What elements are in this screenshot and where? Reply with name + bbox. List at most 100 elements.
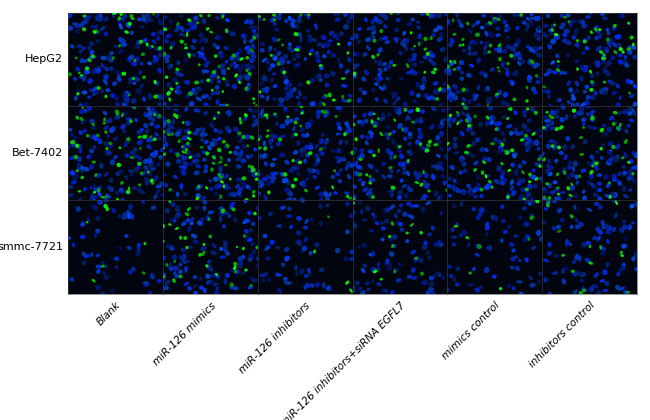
Ellipse shape bbox=[75, 144, 79, 147]
Ellipse shape bbox=[371, 26, 375, 30]
Ellipse shape bbox=[360, 149, 363, 153]
Ellipse shape bbox=[232, 54, 235, 57]
Ellipse shape bbox=[272, 16, 276, 19]
Ellipse shape bbox=[152, 108, 155, 113]
Ellipse shape bbox=[127, 211, 131, 215]
Ellipse shape bbox=[491, 215, 495, 219]
Ellipse shape bbox=[284, 110, 287, 112]
Ellipse shape bbox=[246, 69, 248, 71]
Ellipse shape bbox=[569, 89, 572, 92]
Ellipse shape bbox=[107, 55, 111, 59]
Ellipse shape bbox=[476, 21, 480, 24]
Ellipse shape bbox=[315, 186, 319, 189]
Ellipse shape bbox=[146, 129, 149, 133]
Ellipse shape bbox=[296, 272, 298, 275]
Ellipse shape bbox=[572, 91, 575, 95]
Ellipse shape bbox=[333, 34, 337, 38]
Ellipse shape bbox=[380, 117, 385, 121]
Ellipse shape bbox=[322, 283, 325, 288]
Ellipse shape bbox=[193, 159, 196, 163]
Ellipse shape bbox=[531, 107, 534, 112]
Ellipse shape bbox=[538, 129, 543, 132]
Ellipse shape bbox=[285, 160, 289, 164]
Ellipse shape bbox=[365, 282, 369, 285]
Ellipse shape bbox=[344, 133, 346, 136]
Ellipse shape bbox=[418, 26, 420, 29]
Ellipse shape bbox=[446, 189, 448, 192]
Ellipse shape bbox=[176, 153, 179, 157]
Ellipse shape bbox=[238, 132, 240, 134]
Ellipse shape bbox=[480, 188, 483, 191]
Ellipse shape bbox=[447, 71, 451, 75]
Ellipse shape bbox=[104, 199, 108, 202]
Ellipse shape bbox=[439, 274, 441, 276]
Ellipse shape bbox=[266, 176, 272, 179]
Ellipse shape bbox=[517, 39, 521, 43]
Ellipse shape bbox=[220, 195, 222, 198]
Ellipse shape bbox=[217, 80, 220, 83]
Ellipse shape bbox=[166, 162, 170, 165]
Ellipse shape bbox=[372, 32, 375, 34]
Ellipse shape bbox=[579, 137, 582, 139]
Ellipse shape bbox=[139, 71, 142, 74]
Ellipse shape bbox=[439, 131, 443, 136]
Ellipse shape bbox=[616, 155, 619, 158]
Ellipse shape bbox=[122, 199, 124, 201]
Ellipse shape bbox=[260, 95, 264, 97]
Ellipse shape bbox=[281, 68, 284, 72]
Ellipse shape bbox=[185, 47, 187, 49]
Ellipse shape bbox=[411, 71, 415, 74]
Ellipse shape bbox=[307, 268, 310, 273]
Ellipse shape bbox=[176, 130, 181, 133]
Ellipse shape bbox=[577, 255, 580, 260]
Ellipse shape bbox=[513, 48, 516, 52]
Ellipse shape bbox=[548, 242, 551, 247]
Ellipse shape bbox=[314, 250, 315, 253]
Ellipse shape bbox=[600, 51, 603, 53]
Ellipse shape bbox=[396, 18, 400, 21]
Ellipse shape bbox=[555, 128, 558, 130]
Ellipse shape bbox=[437, 197, 440, 199]
Ellipse shape bbox=[351, 37, 354, 40]
Ellipse shape bbox=[510, 55, 513, 57]
Ellipse shape bbox=[586, 241, 590, 245]
Ellipse shape bbox=[81, 222, 84, 226]
Ellipse shape bbox=[585, 259, 590, 262]
Ellipse shape bbox=[536, 200, 538, 202]
Ellipse shape bbox=[96, 40, 99, 42]
Ellipse shape bbox=[429, 282, 434, 286]
Ellipse shape bbox=[277, 52, 280, 55]
Ellipse shape bbox=[281, 155, 285, 157]
Ellipse shape bbox=[505, 68, 509, 71]
Ellipse shape bbox=[461, 159, 464, 163]
Ellipse shape bbox=[110, 187, 113, 192]
Ellipse shape bbox=[82, 107, 83, 108]
Ellipse shape bbox=[91, 55, 94, 58]
Ellipse shape bbox=[548, 95, 550, 98]
Ellipse shape bbox=[621, 157, 624, 159]
Ellipse shape bbox=[182, 249, 187, 251]
Ellipse shape bbox=[418, 34, 421, 39]
Ellipse shape bbox=[92, 205, 98, 209]
Ellipse shape bbox=[210, 81, 213, 83]
Ellipse shape bbox=[136, 188, 142, 192]
Ellipse shape bbox=[284, 80, 288, 83]
Ellipse shape bbox=[188, 162, 193, 165]
Ellipse shape bbox=[325, 141, 328, 144]
Ellipse shape bbox=[295, 49, 299, 51]
Ellipse shape bbox=[103, 118, 105, 121]
Ellipse shape bbox=[582, 190, 585, 193]
Ellipse shape bbox=[374, 125, 376, 127]
Ellipse shape bbox=[137, 244, 140, 247]
Ellipse shape bbox=[346, 281, 348, 284]
Ellipse shape bbox=[610, 116, 614, 120]
Ellipse shape bbox=[558, 209, 562, 213]
Ellipse shape bbox=[246, 155, 249, 158]
Ellipse shape bbox=[261, 42, 265, 46]
Ellipse shape bbox=[337, 159, 341, 163]
Ellipse shape bbox=[349, 197, 351, 199]
Ellipse shape bbox=[418, 129, 421, 132]
Ellipse shape bbox=[468, 125, 471, 127]
Ellipse shape bbox=[320, 148, 322, 150]
Ellipse shape bbox=[593, 236, 596, 239]
